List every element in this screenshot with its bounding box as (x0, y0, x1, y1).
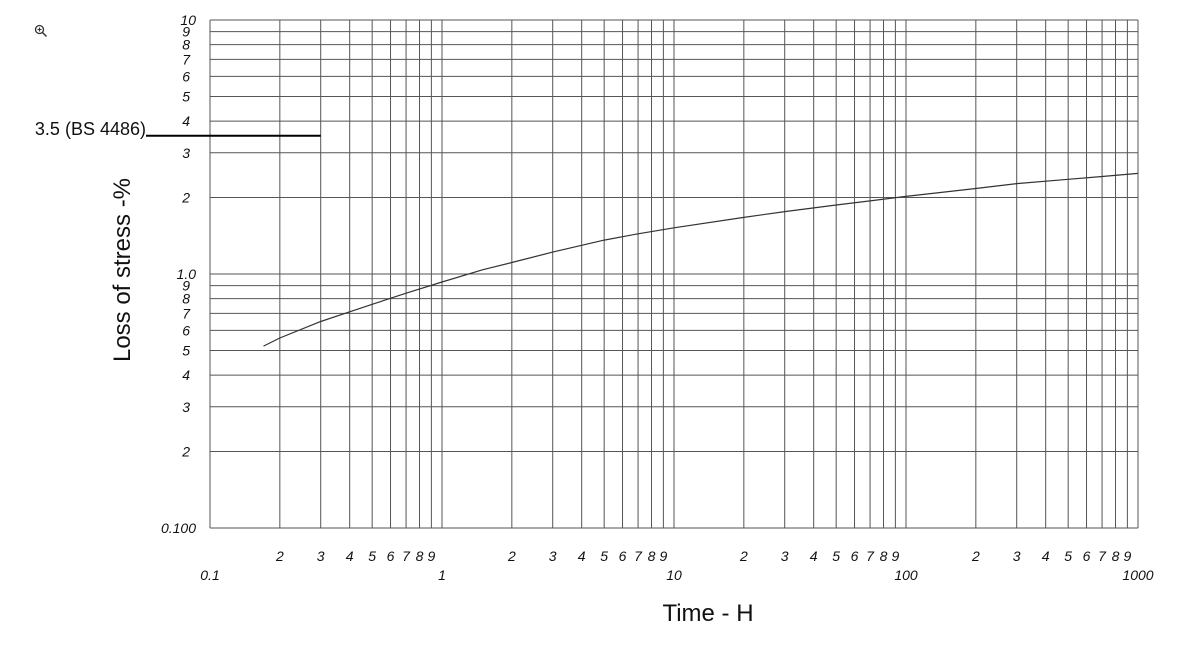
reference-line-label: 3.5 (BS 4486) (35, 119, 146, 139)
x-tick-label: 8 (416, 548, 424, 564)
x-tick-label: 5 (1064, 548, 1072, 564)
y-tick-label: 7 (182, 51, 191, 67)
x-tick-label: 3 (549, 548, 557, 564)
y-tick-label: 8 (182, 37, 190, 53)
x-tick-label: 8 (648, 548, 656, 564)
x-tick-label: 7 (866, 548, 875, 564)
x-tick-label: 4 (346, 548, 354, 564)
x-tick-label: 9 (891, 548, 899, 564)
y-tick-label: 5 (182, 88, 190, 104)
x-axis-title: Time - H (662, 600, 753, 627)
y-tick-label: 5 (182, 342, 190, 358)
x-tick-label: 3 (317, 548, 325, 564)
x-tick-label: 9 (1123, 548, 1131, 564)
x-tick-label: 8 (1112, 548, 1120, 564)
series-line (263, 172, 1139, 347)
x-tick-label: 5 (832, 548, 840, 564)
y-tick-label: 4 (182, 113, 190, 129)
x-tick-label: 7 (634, 548, 643, 564)
x-tick-label: 1 (438, 567, 446, 583)
y-tick-label: 0.100 (161, 520, 196, 536)
x-tick-label: 4 (1042, 548, 1050, 564)
x-tick-label: 8 (880, 548, 888, 564)
x-tick-label: 4 (578, 548, 586, 564)
x-tick-label: 5 (368, 548, 376, 564)
x-tick-label: 6 (1083, 548, 1091, 564)
y-tick-label: 10 (180, 12, 196, 28)
x-tick-label: 2 (275, 548, 284, 564)
y-tick-label: 6 (182, 68, 190, 84)
y-axis-title: Loss of stress -% (109, 178, 136, 362)
y-tick-label: 4 (182, 367, 190, 383)
x-tick-label: 0.1 (200, 567, 219, 583)
x-tick-label: 2 (507, 548, 516, 564)
y-tick-label: 8 (182, 291, 190, 307)
x-tick-label: 7 (402, 548, 411, 564)
grid (209, 19, 1139, 529)
y-tick-label: 3 (182, 399, 190, 415)
reference-line: 3.5 (BS 4486) (35, 119, 321, 139)
y-tick-label: 2 (181, 444, 190, 460)
x-tick-label: 10 (666, 567, 682, 583)
x-tick-label: 6 (851, 548, 859, 564)
y-tick-label: 1.0 (177, 266, 197, 282)
y-tick-label: 3 (182, 145, 190, 161)
x-tick-label: 5 (600, 548, 608, 564)
x-tick-label: 9 (427, 548, 435, 564)
x-tick-label: 1000 (1122, 567, 1153, 583)
x-tick-label: 2 (739, 548, 748, 564)
x-tick-label: 4 (810, 548, 818, 564)
x-tick-label: 100 (894, 567, 918, 583)
x-tick-label: 6 (387, 548, 395, 564)
x-tick-label: 6 (619, 548, 627, 564)
x-tick-label: 3 (781, 548, 789, 564)
x-tick-label: 2 (971, 548, 980, 564)
y-tick-label: 7 (182, 305, 191, 321)
y-tick-label: 9 (182, 24, 190, 40)
x-tick-label: 9 (659, 548, 667, 564)
y-tick-label: 6 (182, 322, 190, 338)
y-tick-label: 9 (182, 278, 190, 294)
y-tick-label: 2 (181, 190, 190, 206)
zoom-in-icon[interactable] (34, 24, 48, 38)
series-lines (263, 172, 1139, 347)
x-tick-label: 7 (1098, 548, 1107, 564)
x-tick-label: 3 (1013, 548, 1021, 564)
